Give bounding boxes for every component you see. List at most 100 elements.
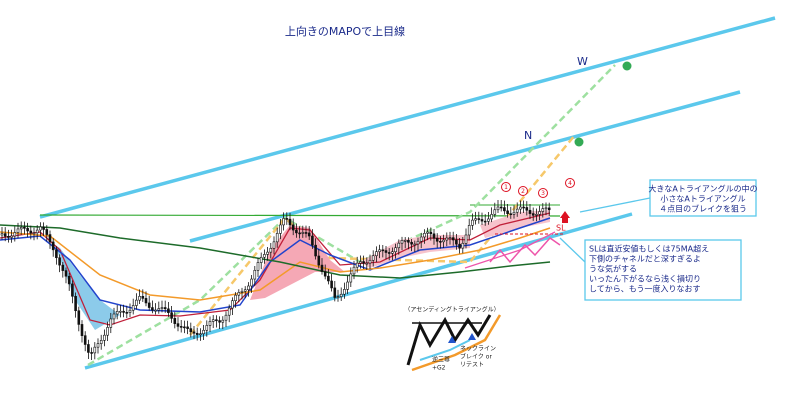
candle [480,219,484,222]
candle [195,332,199,335]
candle [503,207,506,212]
candle [311,235,314,246]
candle [211,319,215,322]
candle [227,307,231,316]
middle-channel [189,90,741,243]
inset-arrow [468,333,476,340]
candle [61,264,65,271]
candle [115,311,119,315]
candle [394,247,397,253]
candle [432,233,436,239]
zigzag [489,237,561,264]
note-text: うな気がする [589,264,637,274]
candle [39,226,42,231]
point-label: 3 [541,190,545,197]
candle [323,271,327,277]
candle [205,325,209,331]
candle [499,206,503,209]
candle [522,206,525,209]
candle [368,259,372,264]
candle [375,251,378,257]
candle [106,327,109,336]
candle [359,261,362,264]
candle [547,207,551,211]
candle [407,240,410,243]
inset-ma [411,314,502,372]
candle [448,237,452,239]
candle [51,241,55,251]
candle [55,249,58,259]
candle [7,235,10,238]
candle [400,240,404,244]
candle [259,256,263,263]
note-text: いったん下がるなら浅く損切り [589,274,701,284]
candle [93,346,97,354]
note-box [584,239,742,301]
candle [355,262,359,268]
point-marker [501,182,511,192]
candle [512,211,516,215]
candle [173,318,177,324]
candle [189,328,193,333]
candle [3,233,7,237]
candle [151,307,154,311]
candle [45,229,49,235]
candle [464,234,468,244]
candle [103,334,106,341]
candle [128,309,132,313]
candle [515,208,519,213]
candle [240,290,244,293]
candle [42,226,45,230]
note-text: ４点目のブレイクを狙う [659,204,747,214]
candle [298,232,301,235]
candle [64,270,68,277]
candle [48,234,52,243]
candle [141,296,145,299]
candle [109,318,113,328]
inset-title: （アセンディングトライアングル） [404,306,499,314]
candle [346,281,349,290]
check-n [574,137,584,147]
sl-label: SL [556,224,566,233]
candle [429,231,433,235]
candle [26,228,29,232]
candle [423,233,426,238]
support-line [464,231,556,269]
candle [327,275,330,282]
label-n: N [524,129,532,142]
candle [275,233,279,243]
candle [538,211,541,215]
candle [138,296,141,301]
candle [455,239,458,245]
cloud-down [55,245,120,330]
ma-mid [0,217,551,313]
candle [221,319,225,323]
up-arrow [562,218,568,223]
candle [435,237,439,242]
candle [352,266,356,275]
point-label: 4 [568,180,572,187]
inset-note: ネックライン [460,346,496,353]
candle [0,233,4,236]
candle [269,248,273,253]
candle [160,307,164,309]
note-text: 小さなAトライアングル [660,194,745,204]
ma-75 [0,227,551,301]
candle [307,232,311,237]
label-w: W [577,55,588,68]
candle [77,310,81,325]
candle [87,344,90,353]
candle [535,214,538,216]
candle [391,251,394,254]
note-text: 大きなAトライアングルの中の [648,184,757,194]
candle [416,240,420,245]
candle [371,255,375,261]
candle [419,236,423,242]
candle [317,255,321,266]
chart-title: 上向きのMAPOで上目線 [285,24,405,38]
inset-note: リテスト [460,362,484,369]
candle [29,230,33,234]
candle [35,229,39,234]
candle [154,309,157,312]
